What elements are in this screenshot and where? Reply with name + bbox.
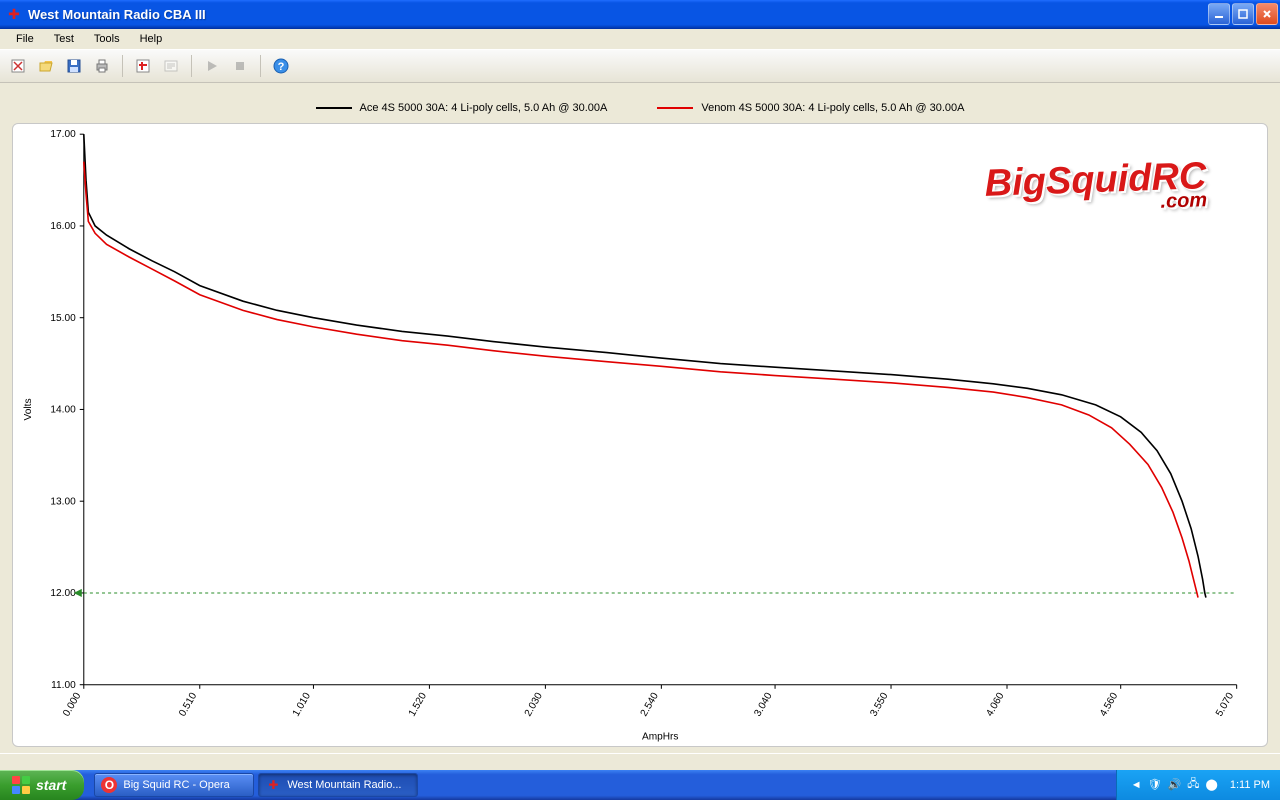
- open-button[interactable]: [34, 54, 58, 78]
- maximize-button[interactable]: [1232, 3, 1254, 25]
- legend-item-ace: Ace 4S 5000 30A: 4 Li-poly cells, 5.0 Ah…: [316, 102, 608, 114]
- svg-text:3.040: 3.040: [752, 690, 774, 718]
- cba-icon: ✚: [265, 777, 281, 793]
- tray-icon[interactable]: ◄: [1131, 779, 1142, 791]
- minimize-button[interactable]: [1208, 3, 1230, 25]
- svg-text:Volts: Volts: [23, 398, 34, 420]
- toolbar-separator: [191, 55, 192, 77]
- svg-text:1.520: 1.520: [407, 690, 429, 718]
- svg-text:AmpHrs: AmpHrs: [642, 731, 678, 742]
- taskbar-label-cba: West Mountain Radio...: [287, 779, 401, 791]
- svg-text:1.010: 1.010: [291, 690, 313, 718]
- start-button[interactable]: start: [0, 770, 84, 800]
- play-button[interactable]: [200, 54, 224, 78]
- overlay-button[interactable]: [131, 54, 155, 78]
- labels-button[interactable]: [159, 54, 183, 78]
- save-button[interactable]: [62, 54, 86, 78]
- menu-bar: File Test Tools Help: [0, 29, 1280, 50]
- legend-label-ace: Ace 4S 5000 30A: 4 Li-poly cells, 5.0 Ah…: [360, 102, 608, 114]
- toolbar-separator: [260, 55, 261, 77]
- svg-text:3.550: 3.550: [868, 690, 890, 718]
- stop-button[interactable]: [228, 54, 252, 78]
- legend-swatch-ace: [316, 107, 352, 109]
- print-button[interactable]: [90, 54, 114, 78]
- windows-logo-icon: [12, 776, 30, 794]
- svg-text:11.00: 11.00: [51, 679, 76, 690]
- svg-text:4.060: 4.060: [984, 690, 1006, 718]
- chart-panel: 11.00 12.00 13.00 14.00 15.00 16.00 17.00 0.000…: [12, 123, 1268, 747]
- window-title: West Mountain Radio CBA III: [28, 7, 1206, 22]
- app-statusbar: [0, 753, 1280, 770]
- svg-text:12.00: 12.00: [50, 588, 76, 599]
- menu-help[interactable]: Help: [130, 31, 173, 47]
- close-button[interactable]: [1256, 3, 1278, 25]
- discharge-chart: 11.00 12.00 13.00 14.00 15.00 16.00 17.00 0.000…: [13, 124, 1267, 746]
- toolbar: ?: [0, 50, 1280, 83]
- legend-swatch-venom: [657, 107, 693, 109]
- tray-network-icon[interactable]: 🖧: [1187, 775, 1199, 794]
- menu-test[interactable]: Test: [44, 31, 84, 47]
- svg-text:17.00: 17.00: [50, 129, 76, 140]
- svg-text:2.540: 2.540: [639, 690, 661, 718]
- svg-text:?: ?: [278, 61, 285, 73]
- svg-text:0.000: 0.000: [61, 690, 83, 718]
- help-button[interactable]: ?: [269, 54, 293, 78]
- toolbar-separator: [122, 55, 123, 77]
- svg-text:5.070: 5.070: [1214, 690, 1236, 718]
- taskbar: start O Big Squid RC - Opera ✚ West Moun…: [0, 770, 1280, 800]
- svg-text:13.00: 13.00: [50, 496, 76, 507]
- svg-text:16.00: 16.00: [50, 221, 76, 232]
- legend-item-venom: Venom 4S 5000 30A: 4 Li-poly cells, 5.0 …: [657, 102, 964, 114]
- svg-text:0.510: 0.510: [177, 690, 199, 718]
- system-tray[interactable]: ◄ 🛡 🔊 🖧 ⬤ 1:11 PM: [1116, 770, 1280, 800]
- window-titlebar: ✚ West Mountain Radio CBA III: [0, 0, 1280, 29]
- svg-text:15.00: 15.00: [50, 312, 76, 323]
- new-button[interactable]: [6, 54, 30, 78]
- svg-text:4.560: 4.560: [1098, 690, 1120, 718]
- start-label: start: [36, 777, 66, 793]
- taskbar-item-opera[interactable]: O Big Squid RC - Opera: [94, 773, 254, 797]
- taskbar-item-cba[interactable]: ✚ West Mountain Radio...: [258, 773, 418, 797]
- taskbar-label-opera: Big Squid RC - Opera: [123, 779, 229, 791]
- menu-tools[interactable]: Tools: [84, 31, 130, 47]
- opera-icon: O: [101, 777, 117, 793]
- tray-app-icon[interactable]: ⬤: [1206, 778, 1218, 791]
- tray-shield-icon[interactable]: 🛡: [1148, 778, 1162, 791]
- svg-text:2.030: 2.030: [523, 690, 545, 718]
- chart-legend: Ace 4S 5000 30A: 4 Li-poly cells, 5.0 Ah…: [12, 93, 1268, 123]
- taskbar-clock[interactable]: 1:11 PM: [1230, 779, 1270, 791]
- app-icon: ✚: [6, 6, 22, 22]
- tray-volume-icon[interactable]: 🔊: [1168, 778, 1182, 791]
- svg-text:14.00: 14.00: [50, 404, 76, 415]
- legend-label-venom: Venom 4S 5000 30A: 4 Li-poly cells, 5.0 …: [701, 102, 964, 114]
- client-area: Ace 4S 5000 30A: 4 Li-poly cells, 5.0 Ah…: [0, 83, 1280, 753]
- menu-file[interactable]: File: [6, 31, 44, 47]
